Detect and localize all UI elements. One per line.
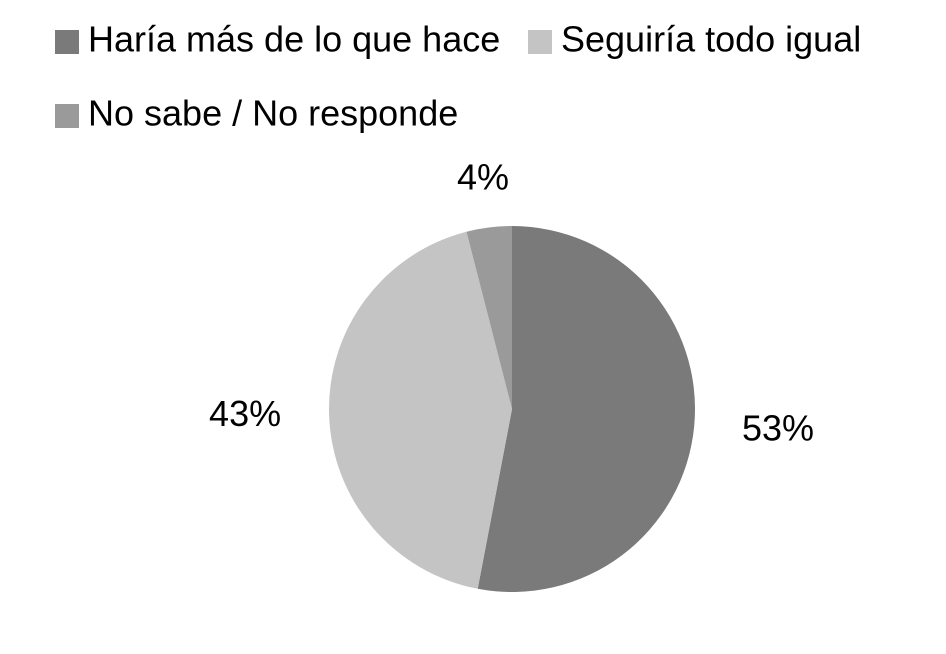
legend-label: Haría más de lo que hace [88,19,500,60]
legend-marker [55,30,79,54]
legend-marker [55,104,79,128]
pie-slice [329,231,512,589]
pie-slice [477,226,696,593]
legend-label: Seguiría todo igual [561,19,861,60]
legend-marker [528,30,552,54]
data-label: 53% [742,407,814,448]
data-label: 43% [209,393,281,434]
pie-slice [466,226,512,409]
legend-label: No sabe / No responde [88,93,458,134]
data-label: 4% [457,156,509,197]
